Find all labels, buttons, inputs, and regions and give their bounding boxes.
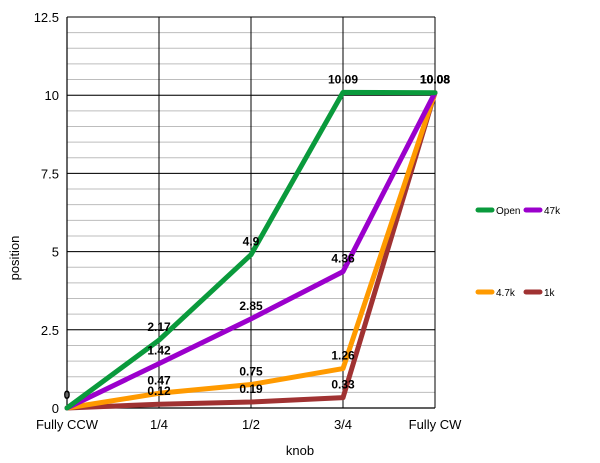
y-tick-label: 10 — [45, 88, 59, 103]
legend-label: Open — [496, 206, 520, 217]
x-tick-label: Fully CW — [409, 417, 462, 432]
x-axis-title: knob — [286, 443, 314, 458]
data-label: 0.19 — [239, 382, 263, 396]
x-tick-label: 3/4 — [334, 417, 352, 432]
series-lines — [64, 89, 438, 411]
y-tick-label: 5 — [52, 245, 59, 260]
data-label: 10.08 — [420, 73, 450, 87]
data-labels: 02.174.910.09 10.081.422.854.3610.080.470… — [64, 72, 451, 402]
legend-label: 1k — [544, 288, 556, 299]
y-axis-title: position — [7, 236, 22, 281]
grid — [66, 16, 436, 409]
series-line-open — [64, 89, 438, 411]
data-label: 1.26 — [331, 349, 355, 363]
series-line-1k — [64, 90, 438, 411]
series-line-47k — [64, 90, 438, 411]
series-line-4-7k — [64, 90, 438, 411]
data-label: 2.85 — [239, 299, 263, 313]
data-label: 0.47 — [147, 373, 171, 387]
x-tick-label: Fully CCW — [36, 417, 99, 432]
data-label: 4.36 — [331, 252, 355, 266]
data-label: 1.42 — [147, 344, 171, 358]
legend-label: 47k — [544, 206, 561, 217]
legend-item: 1k — [523, 288, 556, 299]
data-label: 10.08 — [420, 73, 450, 87]
data-label: 0 — [64, 388, 71, 402]
y-tick-label: 0 — [52, 401, 59, 416]
data-label: 10.09 — [328, 72, 358, 86]
x-tick-label: 1/2 — [242, 417, 260, 432]
legend-item: Open — [475, 206, 520, 217]
x-tick-label: 1/4 — [150, 417, 168, 432]
data-label: 2.17 — [147, 320, 171, 334]
axes: 0 2.5 5 7.5 10 12.5 Fully CCW 1/4 1/2 3/4 Fully CW — [34, 10, 462, 432]
data-label: 0.12 — [147, 384, 171, 398]
legend: Open 47k 4.7k 1k — [475, 206, 561, 299]
y-tick-label: 12.5 — [34, 10, 59, 25]
data-label: 0.33 — [331, 378, 355, 392]
data-label: 10.08 — [420, 73, 450, 87]
y-tick-label: 7.5 — [41, 166, 59, 181]
data-label: 10.08 — [420, 73, 450, 87]
legend-item: 47k — [523, 206, 561, 217]
data-label: 0.75 — [239, 365, 263, 379]
legend-item: 4.7k — [475, 288, 516, 299]
y-tick-label: 2.5 — [41, 323, 59, 338]
legend-label: 4.7k — [496, 288, 516, 299]
data-label: 4.9 — [243, 235, 260, 249]
